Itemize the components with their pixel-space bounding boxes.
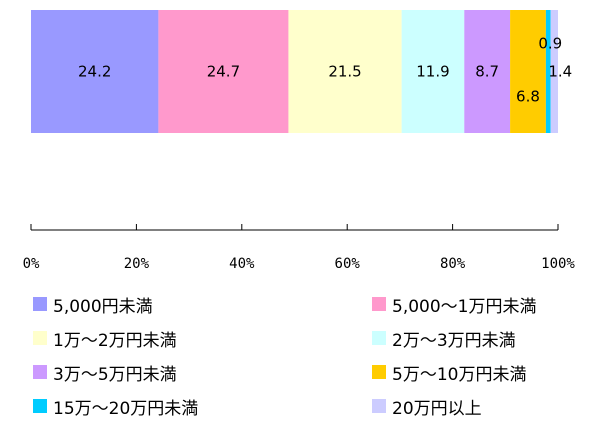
x-tick-label: 100% xyxy=(541,256,575,272)
x-tick-label: 40% xyxy=(229,256,255,272)
data-label: 1.4 xyxy=(548,63,572,81)
x-tick-label: 0% xyxy=(23,256,40,272)
legend-swatch xyxy=(372,331,386,345)
data-label: 0.9 xyxy=(538,35,562,53)
stacked-bar xyxy=(31,10,558,133)
x-tick-label: 60% xyxy=(335,256,361,272)
data-labels: 24.2 24.7 21.5 11.9 8.7 6.8 0.9 1.4 xyxy=(78,35,572,106)
data-label: 21.5 xyxy=(328,63,361,81)
bar-segment xyxy=(545,10,551,133)
legend-label: 20万円以上 xyxy=(392,398,482,419)
legend-swatch xyxy=(33,365,47,379)
legend-item: 3万～5万円未満 xyxy=(33,360,177,385)
legend-item: 2万～3万円未満 xyxy=(372,326,516,351)
legend-item: 1万～2万円未満 xyxy=(33,326,177,351)
legend-swatch xyxy=(372,365,386,379)
legend-item: 20万円以上 xyxy=(372,394,482,419)
legend-swatch xyxy=(33,331,47,345)
legend-label: 2万～3万円未満 xyxy=(392,330,516,351)
legend-swatch xyxy=(33,399,47,413)
bar-segment xyxy=(288,10,402,133)
data-label: 8.7 xyxy=(475,63,499,81)
x-axis: 0% 20% 40% 60% 80% 100% xyxy=(23,224,575,272)
legend-swatch xyxy=(33,297,47,311)
legend-label: 5,000円未満 xyxy=(53,296,153,317)
bar-segment xyxy=(550,10,558,133)
bar-segment xyxy=(510,10,546,133)
legend-label: 1万～2万円未満 xyxy=(53,330,177,351)
legend-label: 15万～20万円未満 xyxy=(53,398,199,419)
legend-swatch xyxy=(372,297,386,311)
chart: 24.2 24.7 21.5 11.9 8.7 6.8 0.9 1.4 0% 20% 40% 60%… xyxy=(23,10,575,272)
x-tick-label: 80% xyxy=(440,256,466,272)
legend-item: 5,000円未満 xyxy=(33,292,153,317)
data-label: 11.9 xyxy=(416,63,449,81)
legend-item: 5万～10万円未満 xyxy=(372,360,527,385)
legend-label: 3万～5万円未満 xyxy=(53,364,177,385)
bar-segment xyxy=(158,10,289,133)
legend-swatch xyxy=(372,399,386,413)
legend: 5,000円未満 5,000～1万円未満 1万～2万円未満 2万～3万円未満 3万～5万… xyxy=(0,292,602,438)
data-label: 6.8 xyxy=(516,88,540,106)
data-label: 24.7 xyxy=(207,63,240,81)
bar-segment xyxy=(401,10,465,133)
x-tick-label: 20% xyxy=(124,256,150,272)
bar-segment xyxy=(464,10,511,133)
legend-label: 5万～10万円未満 xyxy=(392,364,527,385)
legend-label: 5,000～1万円未満 xyxy=(392,296,537,317)
bar-segment xyxy=(31,10,159,133)
data-label: 24.2 xyxy=(78,63,111,81)
legend-item: 5,000～1万円未満 xyxy=(372,292,537,317)
legend-item: 15万～20万円未満 xyxy=(33,394,199,419)
